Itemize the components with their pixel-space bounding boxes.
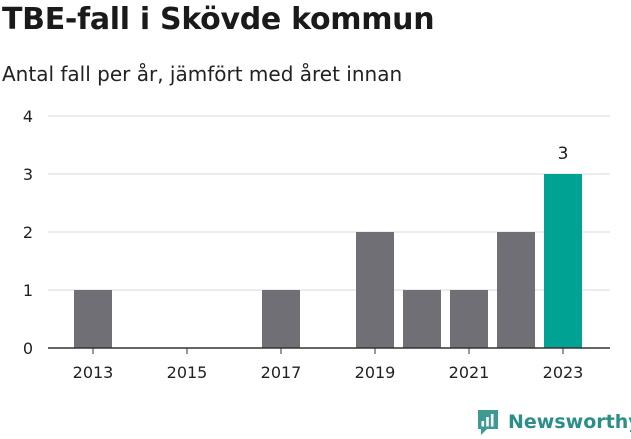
newsworthy-logo-icon bbox=[478, 410, 498, 435]
bar bbox=[450, 290, 488, 348]
y-tick-label: 3 bbox=[23, 165, 33, 184]
brand-name: Newsworthy bbox=[508, 411, 631, 433]
chart-title: TBE-fall i Skövde kommun bbox=[2, 2, 435, 37]
bar bbox=[403, 290, 441, 348]
x-tick-label: 2021 bbox=[449, 363, 490, 382]
y-tick-label: 4 bbox=[23, 107, 33, 126]
x-tick-label: 2017 bbox=[261, 363, 302, 382]
y-tick-label: 0 bbox=[23, 339, 33, 358]
x-tick-label: 2023 bbox=[543, 363, 584, 382]
bar bbox=[356, 232, 394, 348]
brand-logo: Newsworthy bbox=[476, 407, 631, 437]
bar bbox=[544, 174, 582, 348]
data-label: 3 bbox=[558, 144, 569, 164]
chart-subtitle: Antal fall per år, jämfört med året inna… bbox=[2, 62, 403, 86]
x-tick-label: 2015 bbox=[167, 363, 208, 382]
bar bbox=[497, 232, 535, 348]
y-tick-label: 2 bbox=[23, 223, 33, 242]
x-tick-label: 2013 bbox=[73, 363, 114, 382]
y-tick-label: 1 bbox=[23, 281, 33, 300]
x-tick-label: 2019 bbox=[355, 363, 396, 382]
bar bbox=[74, 290, 112, 348]
bar-chart: 0 1 2 3 4 2013 2015 2017 2019 2021 2023 3 bbox=[23, 107, 610, 382]
bar bbox=[262, 290, 300, 348]
